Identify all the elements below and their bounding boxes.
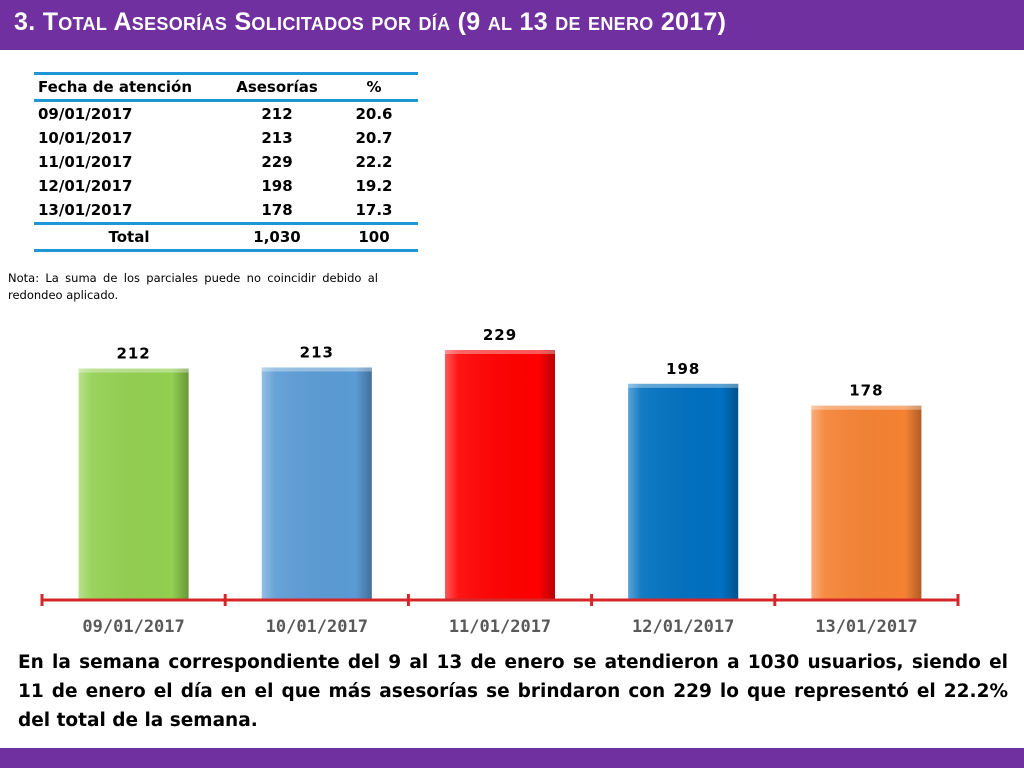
bar-top-bevel bbox=[78, 368, 189, 373]
table-cell-count: 212 bbox=[261, 105, 293, 123]
table-cell-count: 198 bbox=[261, 177, 293, 195]
table-cell-count: 229 bbox=[261, 153, 293, 171]
x-tick-label: 12/01/2017 bbox=[632, 617, 734, 637]
bar-value-label: 198 bbox=[666, 360, 700, 378]
data-table: Fecha de atención Asesorías % 09/01/2017… bbox=[34, 72, 418, 252]
table-cell-date: 10/01/2017 bbox=[38, 129, 133, 147]
bar bbox=[78, 368, 189, 600]
bar bbox=[628, 383, 739, 600]
table-cell-count: 213 bbox=[261, 129, 293, 147]
bar bbox=[445, 350, 555, 600]
table-row: 13/01/2017 178 17.3 bbox=[34, 198, 418, 224]
x-axis bbox=[40, 594, 960, 606]
value-labels-layer: 212 213 229 198 178 bbox=[116, 326, 883, 400]
table-cell-percent: 20.7 bbox=[355, 129, 393, 147]
bar-shade bbox=[811, 405, 922, 600]
table-row: 09/01/2017 212 20.6 bbox=[34, 101, 418, 127]
rounding-note: Nota: La suma de los parciales puede no … bbox=[8, 271, 378, 302]
bar-shade bbox=[78, 368, 189, 600]
bar-value-label: 229 bbox=[483, 326, 517, 344]
x-tick-labels: 09/01/2017 10/01/2017 11/01/2017 12/01/2017… bbox=[82, 617, 917, 637]
bar-shade bbox=[261, 367, 372, 600]
bar-value-label: 213 bbox=[300, 343, 334, 361]
column-header-count: Asesorías bbox=[236, 78, 318, 96]
table-cell-percent: 22.2 bbox=[355, 153, 393, 171]
bottom-bar bbox=[0, 748, 1024, 768]
column-header-percent: % bbox=[366, 78, 382, 96]
table-cell-percent: 20.6 bbox=[355, 105, 393, 123]
page-title: 3. Total Asesorías Solicitados por día (… bbox=[14, 8, 727, 36]
table-row: 11/01/2017 229 22.2 bbox=[34, 150, 418, 174]
summary-text: En la semana correspondiente del 9 al 13… bbox=[18, 652, 1008, 731]
bar-value-label: 212 bbox=[116, 345, 150, 363]
bar-value-label: 178 bbox=[849, 382, 883, 400]
table-row: 12/01/2017 198 19.2 bbox=[34, 174, 418, 198]
table-cell-percent: 19.2 bbox=[355, 177, 393, 195]
table-total-row: Total 1,030 100 bbox=[34, 223, 418, 251]
bar-shade bbox=[445, 350, 555, 600]
bar-top-bevel bbox=[811, 405, 922, 410]
table-cell-date: 11/01/2017 bbox=[38, 153, 133, 171]
total-percent: 100 bbox=[358, 228, 390, 246]
bar-shade bbox=[628, 383, 739, 600]
bar-top-bevel bbox=[261, 367, 372, 372]
title-bar bbox=[0, 0, 1024, 50]
x-tick-label: 10/01/2017 bbox=[266, 617, 368, 637]
bar bbox=[261, 367, 372, 600]
table-cell-date: 09/01/2017 bbox=[38, 105, 133, 123]
bar-top-bevel bbox=[445, 350, 555, 355]
table-row: 10/01/2017 213 20.7 bbox=[34, 126, 418, 150]
bars-layer bbox=[78, 350, 922, 600]
table-cell-percent: 17.3 bbox=[355, 201, 393, 219]
bar-top-bevel bbox=[628, 383, 739, 388]
total-label: Total bbox=[108, 228, 150, 246]
table-cell-count: 178 bbox=[261, 201, 293, 219]
total-count: 1,030 bbox=[253, 228, 301, 246]
x-tick-label: 13/01/2017 bbox=[815, 617, 917, 637]
table-cell-date: 12/01/2017 bbox=[38, 177, 133, 195]
x-tick-label: 11/01/2017 bbox=[449, 617, 551, 637]
x-tick-label: 09/01/2017 bbox=[82, 617, 184, 637]
bar bbox=[811, 405, 922, 600]
column-header-date: Fecha de atención bbox=[38, 78, 193, 96]
bar-chart: 212 213 229 198 178 09/01/2017 10/01/2017 11/0… bbox=[40, 326, 960, 637]
table-header-row: Fecha de atención Asesorías % bbox=[34, 73, 418, 101]
table-cell-date: 13/01/2017 bbox=[38, 201, 133, 219]
